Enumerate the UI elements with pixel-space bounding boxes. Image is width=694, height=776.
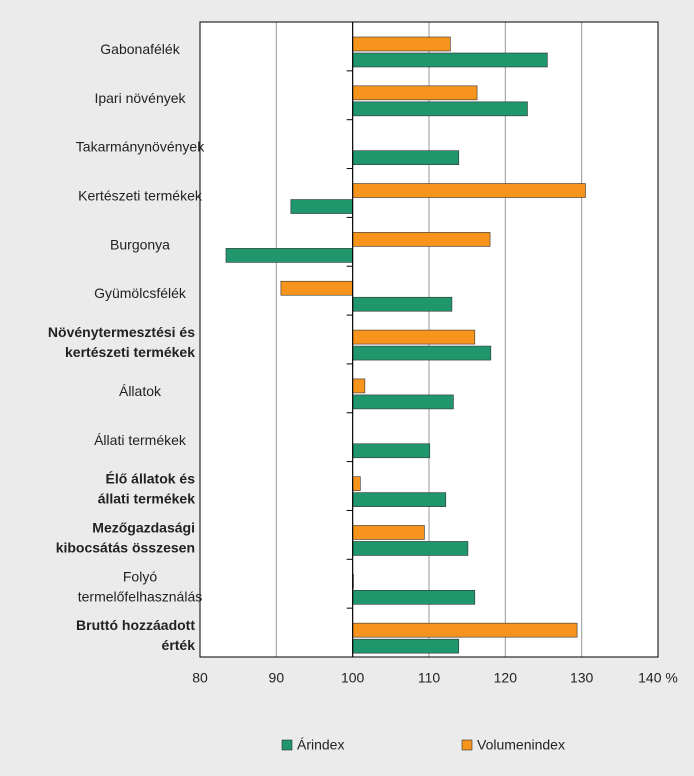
category-label: Mezőgazdasági kibocsátás összesen [56, 519, 195, 555]
category-label: Állati termékek [94, 431, 187, 447]
bar [352, 296, 453, 312]
bar [352, 36, 451, 52]
category-label: Gyümölcsfélék [94, 285, 187, 301]
legend-label: Árindex [297, 737, 344, 753]
bar [352, 150, 460, 165]
plot-frame [199, 21, 659, 658]
bar [352, 638, 460, 654]
legend-label: Volumenindex [477, 737, 565, 753]
bar [352, 345, 492, 361]
bar [290, 199, 353, 214]
category-label: Takarmánynövények [76, 138, 205, 154]
category-label: Bruttó hozzáadott érték [76, 617, 195, 653]
bar [352, 394, 454, 410]
bar [352, 590, 476, 605]
category-label: Növénytermesztési és kertészeti termékek [48, 324, 195, 360]
category-label: Burgonya [110, 236, 170, 252]
bar [352, 52, 548, 68]
x-tick-label: 120 [494, 670, 518, 686]
bar [352, 183, 586, 198]
category-label: Kertészeti termékek [78, 187, 203, 203]
x-tick-label: 90 [269, 670, 285, 686]
category-label: Gabonafélék [100, 41, 180, 57]
bar [352, 443, 431, 459]
bar [352, 101, 528, 117]
x-tick-label: 100 [341, 670, 365, 686]
category-label: Folyó termelőfelhasználás [78, 568, 203, 604]
x-tick-label: 80 [192, 670, 208, 686]
bar [352, 378, 366, 394]
legend-swatch [281, 739, 293, 751]
bar [352, 232, 491, 247]
x-tick-label: 140 % [638, 670, 678, 686]
category-label: Állatok [119, 383, 162, 399]
x-tick-label: 130 [570, 670, 594, 686]
bar [352, 622, 578, 638]
bar [352, 492, 447, 507]
category-label: Ipari növények [94, 90, 186, 106]
category-label: Élő állatok és állati termékek [98, 470, 196, 506]
bar [352, 525, 425, 540]
bar [352, 476, 361, 491]
bar [352, 329, 476, 345]
bar [352, 85, 478, 101]
x-tick-label: 110 [418, 670, 441, 686]
bar [280, 280, 353, 296]
bar [225, 248, 353, 263]
bar [352, 541, 469, 556]
legend-swatch [461, 739, 473, 751]
